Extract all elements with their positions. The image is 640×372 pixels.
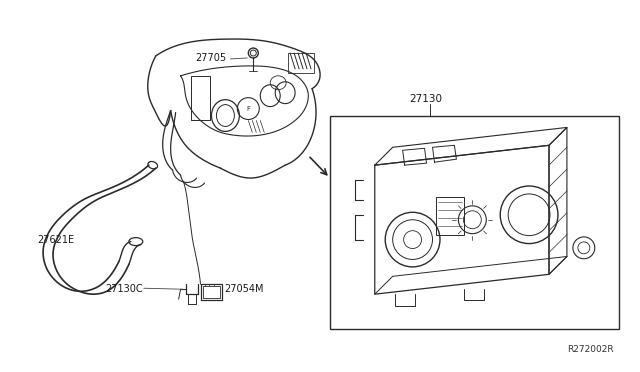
Bar — [330, 116, 619, 329]
Text: 27130C: 27130C — [105, 284, 143, 294]
Text: R272002R: R272002R — [567, 345, 614, 354]
Text: 27054M: 27054M — [225, 284, 264, 294]
Bar — [200, 284, 223, 300]
Text: 27130: 27130 — [410, 94, 443, 104]
Text: 27621E: 27621E — [37, 235, 74, 245]
Bar — [436, 197, 465, 235]
Text: 27705: 27705 — [196, 53, 227, 63]
Text: F: F — [246, 106, 250, 112]
Bar — [288, 53, 314, 73]
Bar — [191, 76, 211, 121]
Bar — [202, 286, 220, 298]
